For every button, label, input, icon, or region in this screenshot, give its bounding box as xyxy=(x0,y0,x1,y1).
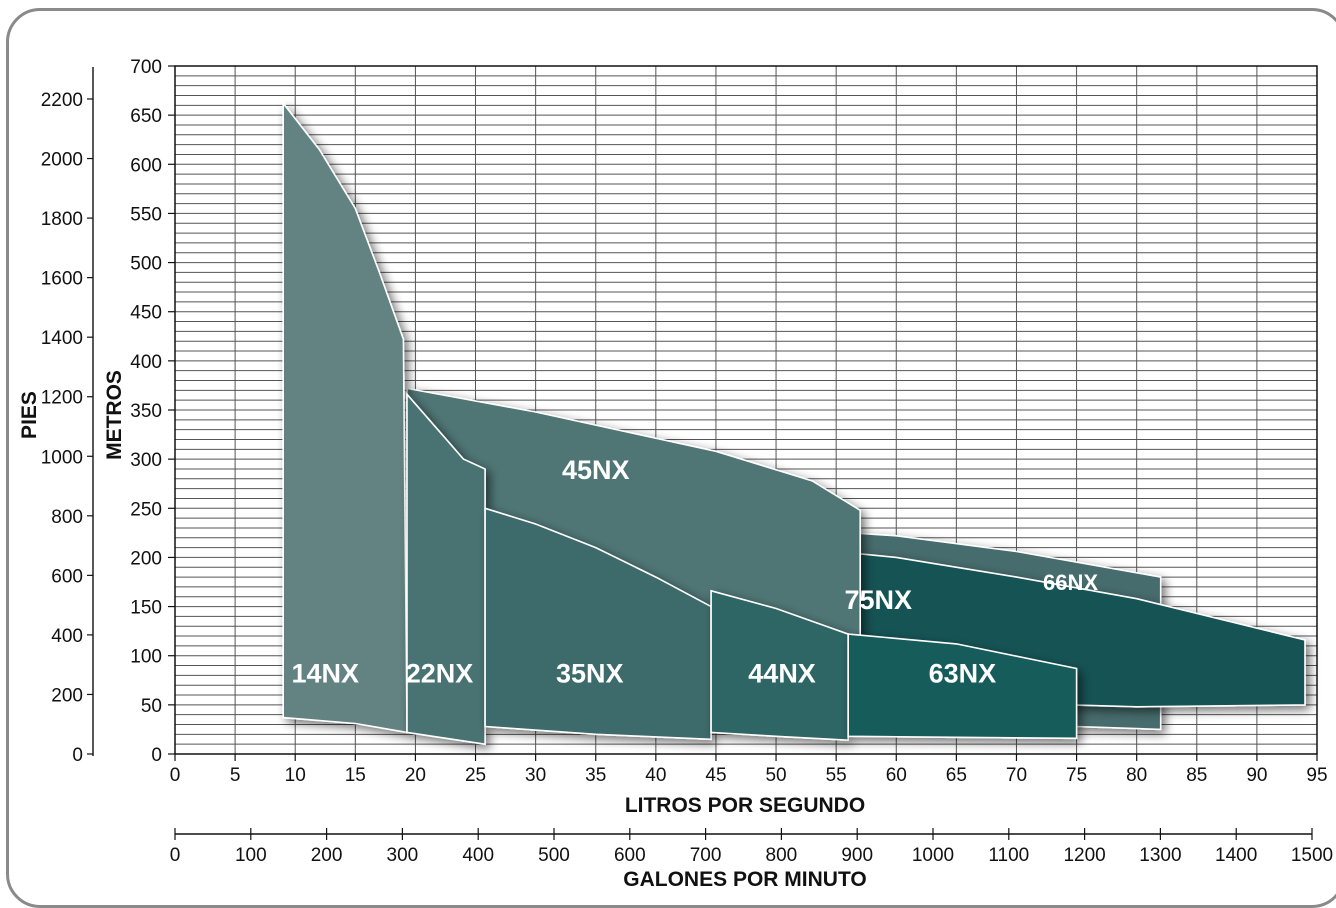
area-44nx xyxy=(710,589,850,742)
x2-tick-label: 1300 xyxy=(1139,845,1181,866)
x2-tick-label: 1100 xyxy=(988,845,1029,866)
area-14nx xyxy=(282,100,408,734)
x-tick-label: 45 xyxy=(705,765,726,786)
y2-tick-label: 1200 xyxy=(41,388,83,409)
y-tick-label: 500 xyxy=(130,254,162,275)
x-tick-label: 0 xyxy=(170,765,181,786)
series-label-14nx: 14NX xyxy=(291,658,359,688)
x2-tick-label: 400 xyxy=(462,845,494,866)
series-label-63nx: 63NX xyxy=(929,658,997,688)
area-22nx xyxy=(406,392,486,746)
y-tick-label: 400 xyxy=(130,352,162,373)
series-label-35nx: 35NX xyxy=(556,658,624,688)
y-tick-label: 650 xyxy=(130,106,162,127)
y2-tick-label: 2000 xyxy=(41,150,83,171)
series-label-45nx: 45NX xyxy=(562,455,630,485)
y-tick-label: 350 xyxy=(130,401,162,422)
x-tick-label: 60 xyxy=(886,765,907,786)
y-tick-label: 200 xyxy=(130,548,162,569)
y2-tick-label: 0 xyxy=(72,745,83,766)
x2-tick-label: 0 xyxy=(170,845,181,866)
y-tick-label: 100 xyxy=(130,647,162,668)
y2-tick-label: 600 xyxy=(51,566,83,587)
y-tick-label: 250 xyxy=(130,499,162,520)
x2-tick-label: 800 xyxy=(766,845,798,866)
x-tick-label: 15 xyxy=(345,765,366,786)
axes: 0501001502002503003504004505005506006507… xyxy=(41,57,1333,866)
x2-tick-label: 200 xyxy=(311,845,343,866)
y2-axis-title: PIES xyxy=(18,391,41,439)
y-tick-label: 0 xyxy=(151,745,162,766)
x-tick-label: 65 xyxy=(946,765,967,786)
x2-tick-label: 1200 xyxy=(1063,845,1105,866)
x-tick-label: 55 xyxy=(826,765,847,786)
series-label-75nx: 75NX xyxy=(844,585,912,615)
y2-tick-label: 200 xyxy=(51,685,83,706)
y2-tick-label: 400 xyxy=(51,626,83,647)
x-tick-label: 30 xyxy=(525,765,546,786)
x2-tick-label: 900 xyxy=(841,845,873,866)
x2-tick-label: 100 xyxy=(235,845,267,866)
y2-tick-label: 1800 xyxy=(41,209,83,230)
y-tick-label: 50 xyxy=(141,696,162,717)
x-tick-label: 50 xyxy=(765,765,786,786)
y-tick-label: 600 xyxy=(130,155,162,176)
x2-tick-label: 600 xyxy=(614,845,646,866)
series-label-22nx: 22NX xyxy=(406,658,474,688)
x-tick-label: 70 xyxy=(1006,765,1027,786)
series-label-44nx: 44NX xyxy=(748,658,816,688)
x-axis-title: LITROS POR SEGUNDO xyxy=(625,794,865,817)
x-tick-label: 20 xyxy=(405,765,426,786)
y2-tick-label: 1600 xyxy=(41,269,83,290)
series-areas xyxy=(282,100,1306,746)
y-tick-label: 150 xyxy=(130,598,162,619)
y2-tick-label: 2200 xyxy=(41,90,83,111)
y-tick-label: 450 xyxy=(130,303,162,324)
x-tick-label: 40 xyxy=(645,765,666,786)
y2-tick-label: 1000 xyxy=(41,447,83,468)
x-tick-label: 80 xyxy=(1126,765,1147,786)
y-tick-label: 700 xyxy=(130,57,162,78)
y-axis-title: METROS xyxy=(103,370,126,460)
x-tick-label: 85 xyxy=(1186,765,1207,786)
x2-tick-label: 1400 xyxy=(1215,845,1257,866)
x2-tick-label: 700 xyxy=(690,845,722,866)
series-labels: 66NX 75NX 45NX 14NX 22NX 35NX 44NX 63NX xyxy=(291,455,1098,688)
y-tick-label: 550 xyxy=(130,204,162,225)
series-label-66nx: 66NX xyxy=(1043,570,1098,595)
x-tick-label: 5 xyxy=(230,765,241,786)
x2-tick-label: 300 xyxy=(387,845,419,866)
y-tick-label: 300 xyxy=(130,450,162,471)
x2-tick-label: 500 xyxy=(538,845,570,866)
x-tick-label: 10 xyxy=(285,765,306,786)
x-tick-label: 25 xyxy=(465,765,486,786)
x2-axis-title: GALONES POR MINUTO xyxy=(623,868,866,891)
y2-tick-label: 1400 xyxy=(41,328,83,349)
x-tick-label: 95 xyxy=(1306,765,1327,786)
x2-tick-label: 1000 xyxy=(912,845,954,866)
x-tick-label: 90 xyxy=(1246,765,1267,786)
area-63nx xyxy=(847,633,1078,740)
y2-tick-label: 800 xyxy=(51,507,83,528)
x2-tick-label: 1500 xyxy=(1291,845,1333,866)
x-tick-label: 75 xyxy=(1066,765,1087,786)
x-tick-label: 35 xyxy=(585,765,606,786)
